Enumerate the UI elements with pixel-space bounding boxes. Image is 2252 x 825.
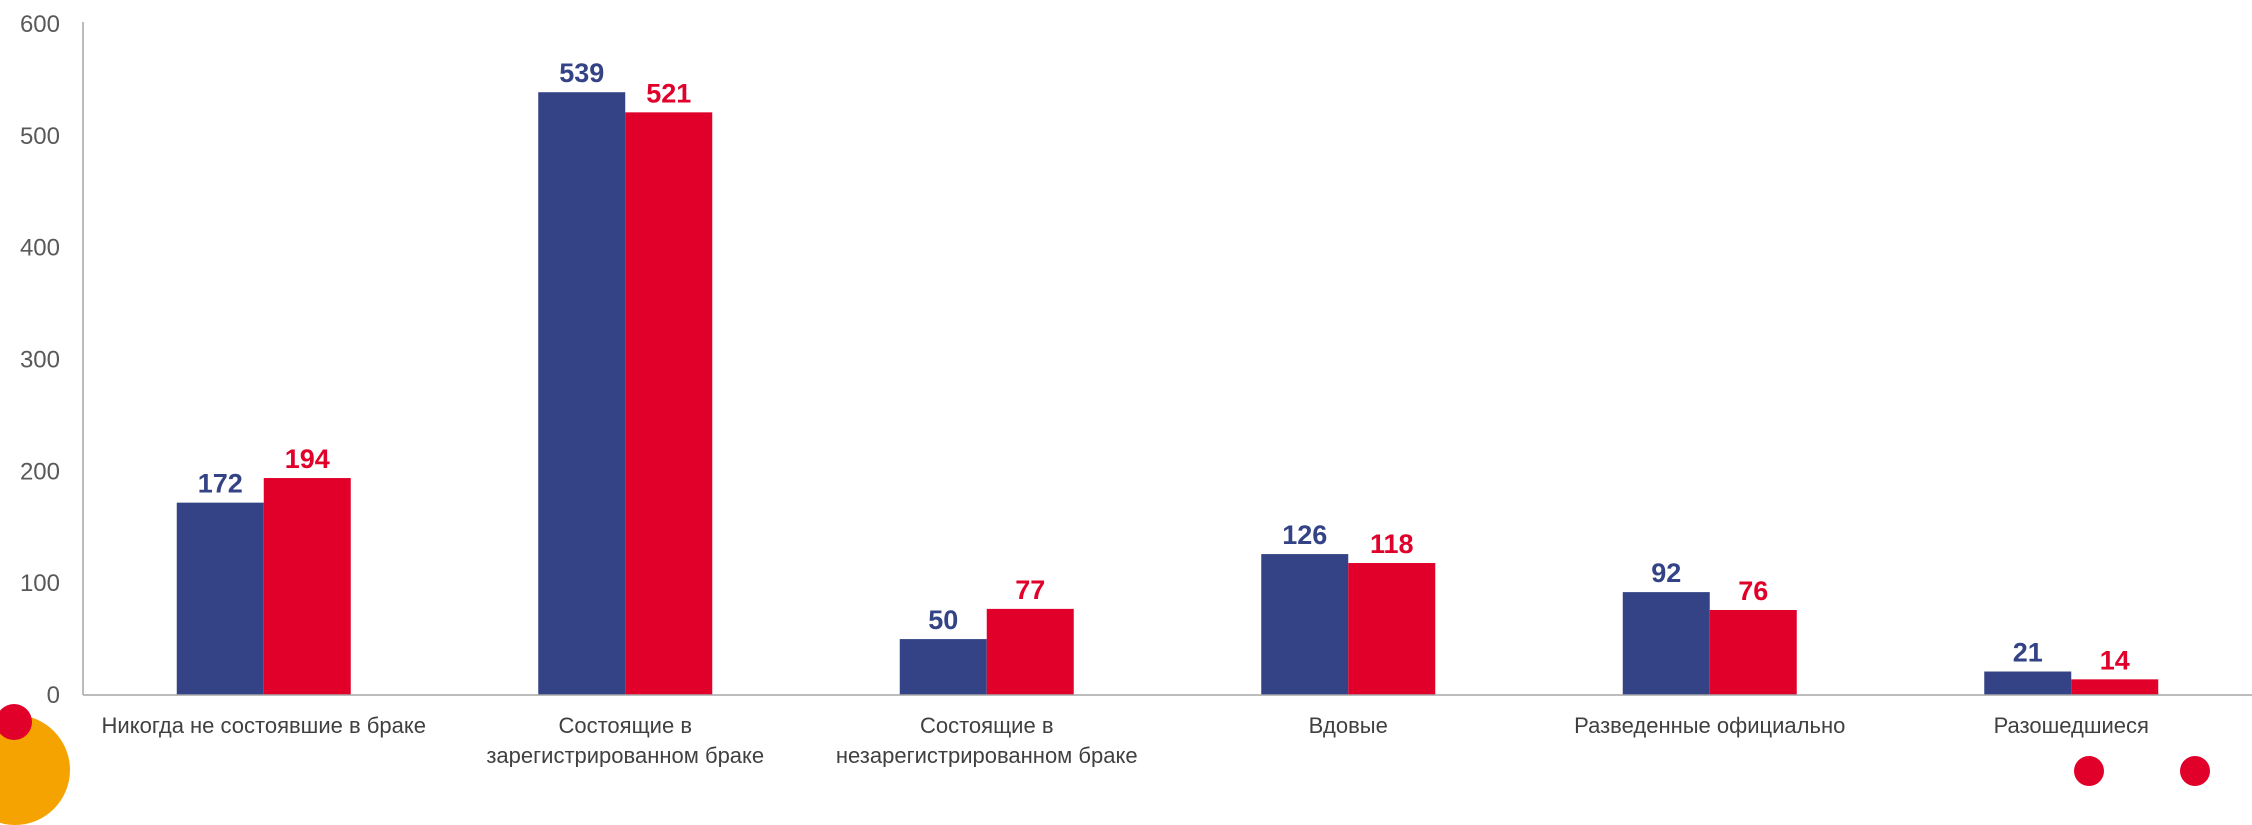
data-label-series-1: 539 — [559, 58, 604, 88]
data-label-series-1: 92 — [1651, 558, 1681, 588]
bar-series-2 — [2071, 679, 2159, 695]
bar-series-1 — [1261, 554, 1349, 695]
y-tick-label: 200 — [20, 458, 60, 485]
red-dot-decoration-right-1 — [2074, 756, 2104, 786]
data-label-series-2: 521 — [646, 78, 691, 108]
bar-series-2 — [263, 478, 351, 695]
bar-series-1 — [176, 502, 264, 695]
data-label-series-1: 21 — [2013, 638, 2043, 668]
red-dot-decoration — [0, 704, 32, 740]
y-tick-label: 300 — [20, 347, 60, 374]
category-label: зарегистрированном браке — [486, 743, 764, 767]
category-label: Разведенные официально — [1574, 713, 1845, 738]
axes-layer — [82, 22, 2252, 696]
bar-series-2 — [986, 608, 1074, 695]
bar-chart: 172 194 539 521 50 77 126 118 92 76 21 14 0 100 200 30… — [20, 11, 2252, 767]
bar-series-1 — [1984, 671, 2072, 695]
data-label-series-1: 50 — [928, 605, 958, 635]
bar-series-2 — [625, 112, 713, 696]
y-tick-label: 0 — [47, 682, 60, 709]
bar-series-1 — [899, 639, 987, 695]
data-label-series-1: 126 — [1282, 520, 1327, 550]
data-label-series-2: 76 — [1738, 576, 1768, 606]
category-label: Состоящие в — [920, 713, 1054, 738]
category-label: Никогда не состоявшие в браке — [102, 713, 426, 738]
category-label: Разошедшиеся — [1994, 713, 2149, 738]
data-label-series-2: 14 — [2100, 645, 2130, 675]
data-label-series-2: 118 — [1370, 529, 1414, 559]
bar-series-1 — [538, 92, 626, 696]
data-label-series-1: 172 — [198, 469, 243, 499]
category-label: Вдовые — [1309, 713, 1388, 738]
y-tick-labels: 0 100 200 300 400 500 600 — [20, 11, 60, 709]
y-tick-label: 400 — [20, 235, 60, 262]
data-label-series-2: 77 — [1015, 575, 1045, 605]
category-label: незарегистрированном браке — [836, 743, 1138, 767]
data-labels-layer: 172 194 539 521 50 77 126 118 92 76 21 14 — [198, 58, 2130, 675]
bar-series-1 — [1622, 592, 1710, 695]
bar-series-2 — [1348, 563, 1436, 695]
red-dot-decoration-right-2 — [2180, 756, 2210, 786]
category-label: Состоящие в — [558, 713, 692, 738]
data-label-series-2: 194 — [285, 444, 330, 474]
x-category-labels: Никогда не состоявшие в браке Состоящие в… — [102, 713, 2149, 767]
y-tick-label: 500 — [20, 123, 60, 150]
bars-layer — [176, 92, 2159, 696]
bar-series-2 — [1709, 610, 1797, 695]
y-tick-label: 600 — [20, 11, 60, 38]
y-tick-label: 100 — [20, 570, 60, 597]
